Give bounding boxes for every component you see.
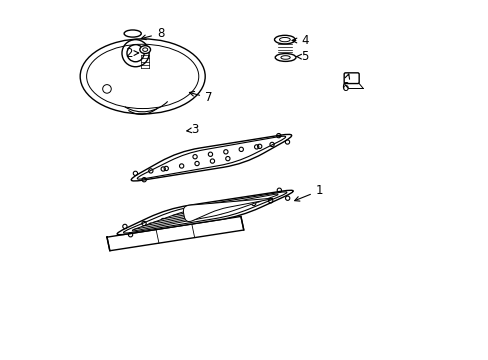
Text: 3: 3: [186, 123, 198, 136]
Ellipse shape: [281, 56, 290, 59]
Ellipse shape: [274, 35, 295, 44]
Text: 4: 4: [291, 34, 308, 47]
PathPatch shape: [131, 194, 279, 231]
Ellipse shape: [124, 30, 141, 37]
PathPatch shape: [117, 190, 293, 235]
PathPatch shape: [131, 134, 291, 181]
Ellipse shape: [275, 54, 295, 62]
Text: 1: 1: [294, 184, 323, 201]
Ellipse shape: [279, 37, 290, 42]
Text: 5: 5: [295, 50, 308, 63]
Ellipse shape: [80, 39, 205, 114]
Text: 2: 2: [124, 47, 139, 60]
Ellipse shape: [142, 48, 147, 51]
PathPatch shape: [183, 198, 273, 222]
FancyBboxPatch shape: [344, 73, 358, 84]
PathPatch shape: [137, 136, 285, 179]
Text: 8: 8: [141, 27, 164, 40]
Text: 7: 7: [189, 91, 212, 104]
PathPatch shape: [123, 192, 287, 233]
Ellipse shape: [86, 44, 198, 109]
Text: 6: 6: [340, 74, 349, 94]
Ellipse shape: [140, 46, 150, 54]
